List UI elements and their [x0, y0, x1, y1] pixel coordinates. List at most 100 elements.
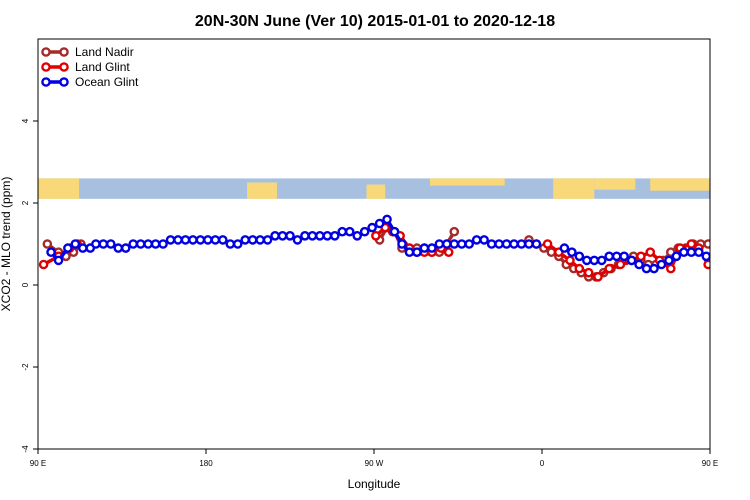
- data-point: [210, 235, 221, 245]
- data-point: [106, 239, 116, 249]
- data-point: [277, 230, 288, 241]
- data-point: [158, 239, 168, 249]
- map-land: [366, 184, 386, 199]
- data-point: [719, 249, 726, 256]
- data-point: [727, 249, 734, 256]
- data-point: [679, 247, 689, 257]
- data-point: [626, 255, 637, 266]
- y-tick-label: -4: [21, 445, 30, 453]
- data-point: [589, 255, 600, 266]
- data-point: [322, 230, 333, 241]
- data-point: [419, 243, 430, 253]
- data-point: [703, 259, 710, 270]
- data-point: [46, 247, 56, 257]
- data-point: [38, 259, 49, 270]
- legend-marker: [59, 77, 69, 87]
- data-point: [611, 251, 622, 262]
- data-point: [516, 239, 527, 249]
- data-point: [718, 249, 725, 256]
- data-point: [686, 239, 697, 249]
- data-point: [78, 243, 88, 253]
- data-point: [285, 230, 295, 241]
- legend-marker: [59, 47, 69, 57]
- data-point: [371, 230, 381, 241]
- world-map-strip: [38, 178, 710, 201]
- data-point: [641, 263, 652, 274]
- data-point: [742, 240, 749, 247]
- data-point: [128, 239, 138, 249]
- data-point: [471, 235, 482, 245]
- data-point: [574, 251, 585, 262]
- data-point: [714, 253, 721, 260]
- data-point: [567, 247, 577, 257]
- data-point: [225, 239, 236, 249]
- y-axis-label: XCO2 - MLO trend (ppm): [0, 177, 13, 312]
- legend-label: Ocean Glint: [75, 75, 139, 89]
- data-point: [412, 247, 422, 257]
- data-point: [270, 230, 280, 241]
- data-point: [524, 239, 534, 249]
- data-point: [734, 240, 741, 247]
- map-land: [38, 178, 80, 199]
- data-point: [53, 255, 64, 266]
- data-point: [634, 259, 644, 270]
- data-point: [359, 226, 370, 237]
- map-land: [594, 178, 636, 190]
- data-point: [203, 235, 213, 245]
- data-point: [120, 243, 131, 253]
- data-point: [441, 239, 452, 249]
- data-point: [559, 243, 570, 253]
- data-point: [733, 249, 740, 256]
- data-point: [180, 235, 191, 245]
- data-point: [427, 243, 437, 253]
- legend-marker: [41, 77, 51, 87]
- data-point: [574, 263, 585, 274]
- map-land: [650, 178, 710, 191]
- data-point: [725, 249, 732, 256]
- x-tick-label: 180: [199, 459, 213, 468]
- data-point: [449, 239, 460, 249]
- x-axis: 90 E 180 90 W 0 90 E: [30, 449, 718, 468]
- data-point: [686, 247, 697, 257]
- data-point: [542, 239, 553, 249]
- data-point: [582, 255, 592, 266]
- data-point: [344, 226, 355, 237]
- map-land: [430, 178, 505, 186]
- data-point: [337, 226, 348, 237]
- map-land: [247, 182, 277, 199]
- data-point: [619, 251, 629, 262]
- legend-marker: [59, 62, 69, 72]
- data-point: [247, 235, 258, 245]
- data-point: [232, 239, 243, 249]
- data-point: [671, 251, 682, 262]
- data-point: [240, 235, 250, 245]
- data-point: [329, 230, 340, 241]
- data-point: [374, 218, 385, 229]
- data-point: [583, 267, 594, 278]
- map-land: [553, 178, 595, 199]
- data-point: [434, 239, 445, 249]
- data-point: [404, 247, 415, 257]
- data-point: [143, 239, 153, 249]
- x-tick-label: 90 E: [30, 459, 46, 468]
- data-point: [352, 230, 363, 241]
- y-tick-label: 0: [21, 282, 30, 287]
- x-tick-label: 90 W: [365, 459, 384, 468]
- data-point: [195, 235, 206, 245]
- legend-label: Land Nadir: [75, 45, 134, 59]
- data-point: [188, 235, 198, 245]
- data-point: [666, 263, 676, 274]
- data-point: [165, 235, 176, 245]
- data-point: [389, 226, 400, 237]
- map-strip-edge: [38, 198, 710, 201]
- legend-marker: [41, 47, 51, 57]
- data-point: [397, 239, 407, 249]
- data-point: [604, 263, 615, 274]
- legend-marker: [41, 62, 51, 72]
- data-point: [645, 247, 656, 257]
- data-point: [464, 239, 475, 249]
- x-axis-label: Longitude: [348, 477, 401, 491]
- data-point: [596, 255, 607, 266]
